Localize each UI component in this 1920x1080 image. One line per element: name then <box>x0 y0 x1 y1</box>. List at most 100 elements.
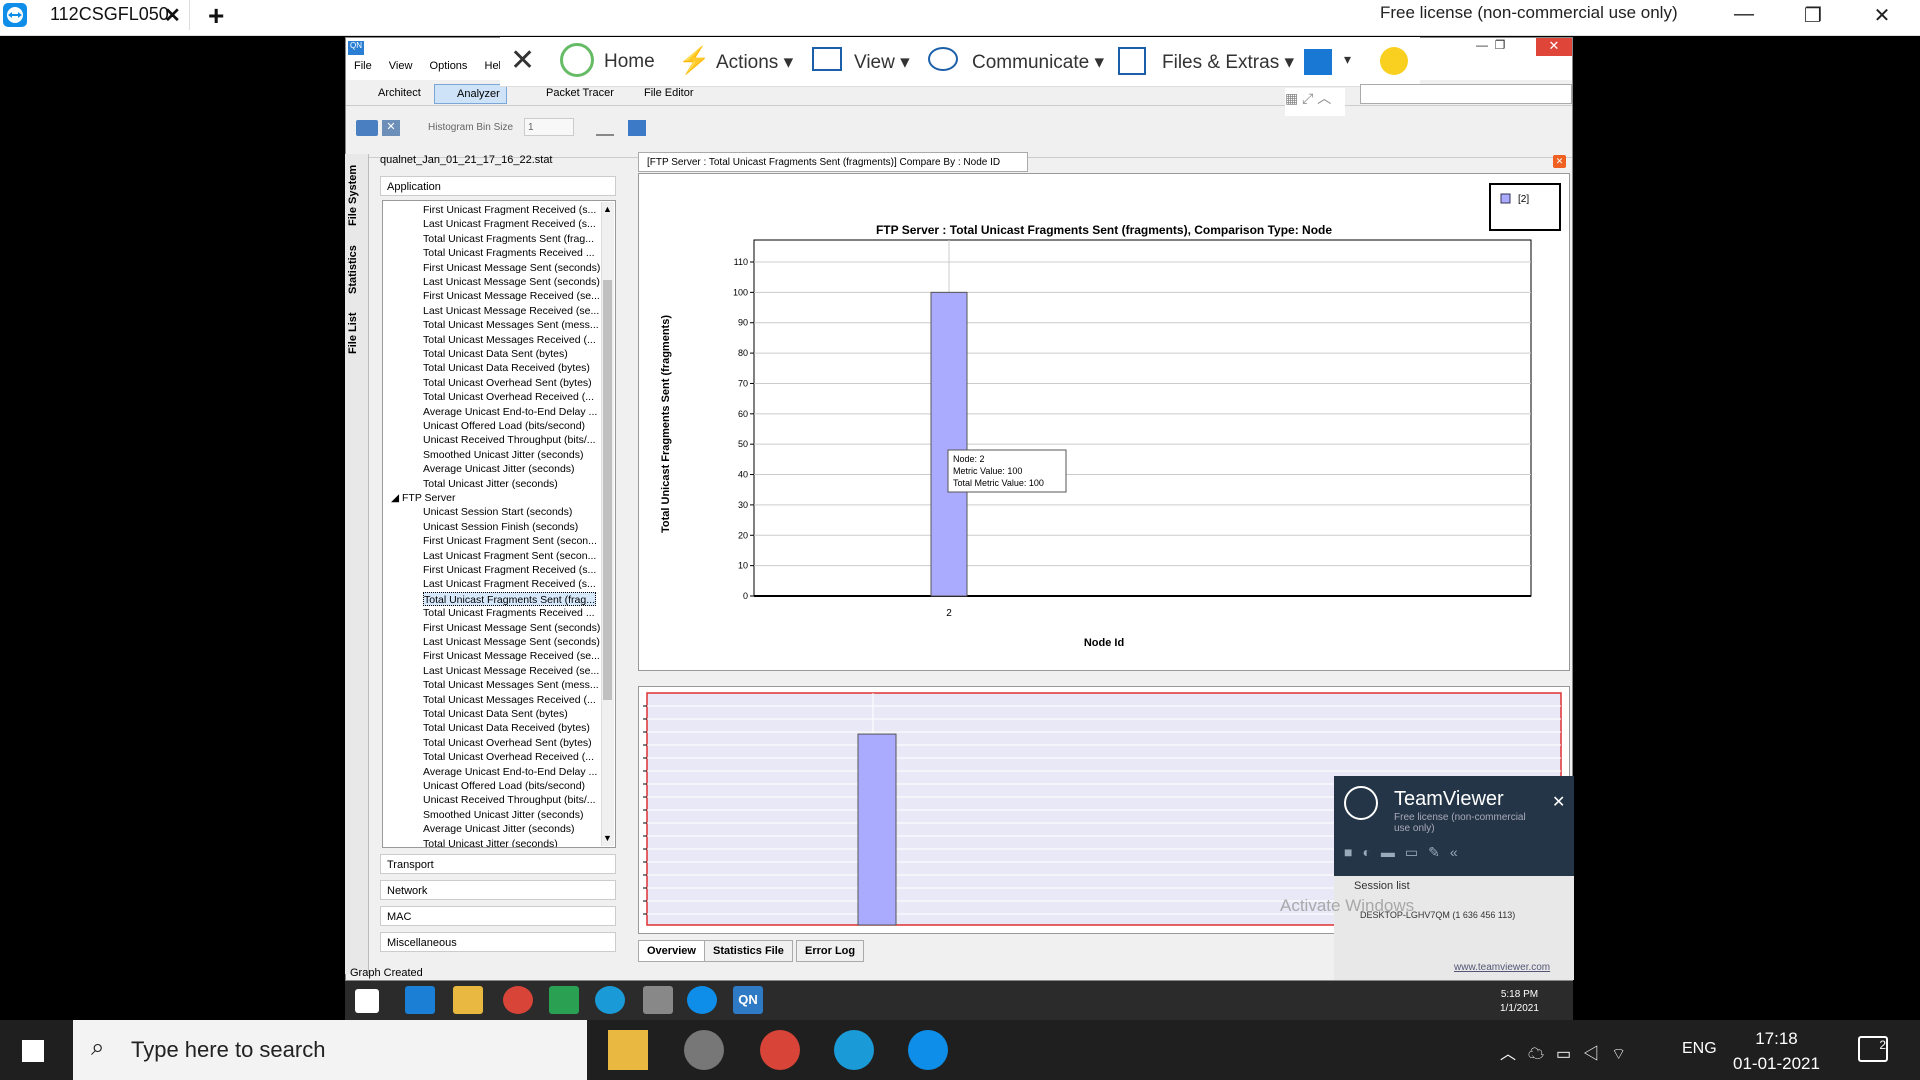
session-list-label[interactable]: Session list <box>1354 880 1410 892</box>
minimize-icon[interactable]: — <box>1734 3 1754 25</box>
plus-icon[interactable]: + <box>208 0 225 31</box>
ie-icon[interactable] <box>405 986 435 1014</box>
actions-button[interactable]: Actions ▾ <box>716 52 794 73</box>
smiley-icon[interactable] <box>1380 47 1408 75</box>
close-chart-icon[interactable]: ✕ <box>1553 155 1566 168</box>
scrollbar-thumb[interactable] <box>603 280 612 700</box>
scroll-down-icon[interactable]: ▼ <box>603 833 612 843</box>
language-indicator[interactable]: ENG <box>1682 1040 1717 1057</box>
file-explorer-icon[interactable] <box>608 1030 648 1070</box>
tree-item[interactable]: Unicast Offered Load (bits/second) <box>423 420 586 432</box>
tree-item[interactable]: Unicast Session Finish (seconds) <box>423 520 579 533</box>
tree-item[interactable]: Total Unicast Data Received (bytes) <box>423 722 590 735</box>
restore-icon[interactable]: ❐ <box>1804 5 1822 27</box>
tree-item[interactable]: Unicast Offered Load (bits/second) <box>423 780 586 792</box>
tree-item[interactable]: Total Unicast Messages Sent (mess... <box>423 319 599 332</box>
scroll-up-icon[interactable]: ▲ <box>603 204 612 214</box>
tree-item[interactable]: First Unicast Message Sent (seconds) <box>423 621 601 634</box>
qualnet-minmax-icon[interactable]: — ❐ <box>1476 38 1506 52</box>
tree-item[interactable]: Total Unicast Messages Received (... <box>423 333 596 346</box>
chart-tab[interactable]: [FTP Server : Total Unicast Fragments Se… <box>638 152 1028 172</box>
chrome-icon[interactable] <box>503 986 533 1014</box>
snip-tool-icon[interactable] <box>684 1030 724 1070</box>
close-file-icon[interactable]: ✕ <box>382 120 400 136</box>
category-miscellaneous[interactable]: Miscellaneous <box>380 932 616 952</box>
tree-item[interactable]: Total Unicast Data Sent (bytes) <box>423 708 568 720</box>
teamviewer-app-icon[interactable] <box>908 1030 948 1070</box>
tree-item[interactable]: Unicast Session Start (seconds) <box>423 506 573 519</box>
tree-item[interactable]: Average Unicast Jitter (seconds) <box>423 823 575 836</box>
toolbar-collapse-icon[interactable]: ▦ ⤢ ︿ <box>1285 88 1345 116</box>
tree-item[interactable]: Smoothed Unicast Jitter (seconds) <box>423 448 584 461</box>
tree-item[interactable]: First Unicast Message Sent (seconds) <box>423 261 601 274</box>
chart-icon[interactable] <box>596 120 614 136</box>
tree-item[interactable]: Total Unicast Overhead Received (... <box>423 391 594 404</box>
tab-session[interactable]: 112CSGFL050 <box>36 0 190 30</box>
tree-group-ftp-server[interactable]: ◢ FTP Server <box>391 492 456 504</box>
tree-item[interactable]: First Unicast Fragment Received (s... <box>423 564 597 576</box>
tab-overview[interactable]: Overview <box>638 940 705 962</box>
tree-item[interactable]: Total Unicast Fragments Sent (frag... <box>423 232 594 245</box>
tab-file-system[interactable]: File System <box>347 164 359 226</box>
close-icon[interactable]: ✕ <box>164 5 181 27</box>
menu-options[interactable]: Options <box>429 60 468 72</box>
files-extras-button[interactable]: Files & Extras ▾ <box>1162 52 1295 73</box>
tv-url-link[interactable]: www.teamviewer.com <box>1454 962 1551 973</box>
tree-item[interactable]: Last Unicast Message Sent (seconds) <box>423 636 600 648</box>
home-button[interactable]: Home <box>604 51 655 72</box>
tree-item[interactable]: First Unicast Fragment Received (s... <box>423 204 597 216</box>
qualnet-taskbar-icon[interactable]: QN <box>733 986 763 1014</box>
communicate-button[interactable]: Communicate ▾ <box>972 52 1105 73</box>
tree-item[interactable]: Total Unicast Overhead Sent (bytes) <box>423 736 592 749</box>
tree-item[interactable]: Total Unicast Fragments Received ... <box>423 247 595 260</box>
snip-icon[interactable] <box>643 986 673 1014</box>
tree-item[interactable]: Total Unicast Fragments Received ... <box>423 607 595 620</box>
export-chart-icon[interactable] <box>628 120 646 136</box>
tree-item[interactable]: First Unicast Message Received (se... <box>423 650 600 663</box>
tree-item[interactable]: First Unicast Fragment Sent (secon... <box>423 535 597 548</box>
tree-item[interactable]: Last Unicast Fragment Received (s... <box>423 578 596 591</box>
category-transport[interactable]: Transport <box>380 854 616 874</box>
tree-item[interactable]: Last Unicast Message Received (se... <box>423 664 600 677</box>
edge-browser-icon[interactable] <box>834 1030 874 1070</box>
view-button[interactable]: View ▾ <box>854 52 910 73</box>
tree-item[interactable]: Total Unicast Messages Received (... <box>423 693 596 706</box>
tree-item[interactable]: Last Unicast Fragment Sent (secon... <box>423 549 597 562</box>
tree-item[interactable]: Last Unicast Fragment Received (s... <box>423 218 596 231</box>
edge-icon[interactable] <box>595 986 625 1014</box>
tree-item[interactable]: Unicast Received Throughput (bits/... <box>423 794 596 807</box>
tab-statistics-file[interactable]: Statistics File <box>704 940 793 962</box>
mode-file-editor[interactable]: File Editor <box>622 84 700 104</box>
windows-icon[interactable] <box>1304 49 1332 75</box>
category-network[interactable]: Network <box>380 880 616 900</box>
tree-item[interactable]: Last Unicast Message Received (se... <box>423 304 600 317</box>
chevron-down-icon[interactable]: ▾ <box>1344 51 1352 67</box>
tree-item[interactable]: Total Unicast Fragments Sent (frag... <box>423 591 596 606</box>
tree-item[interactable]: Last Unicast Message Sent (seconds) <box>423 276 600 288</box>
tree-item[interactable]: Total Unicast Jitter (seconds) <box>423 477 558 490</box>
tree-item[interactable]: Total Unicast Data Sent (bytes) <box>423 348 568 360</box>
tab-statistics[interactable]: Statistics <box>347 245 359 294</box>
notification-icon[interactable]: 2 <box>1858 1036 1888 1062</box>
tree-item[interactable]: Unicast Received Throughput (bits/... <box>423 434 596 447</box>
mode-packet-tracer[interactable]: Packet Tracer <box>524 84 620 104</box>
tree-item[interactable]: Total Unicast Jitter (seconds) <box>423 837 558 848</box>
tree-item[interactable]: Total Unicast Overhead Sent (bytes) <box>423 376 592 389</box>
system-tray-icons[interactable]: ︿☁▭◁⌔ <box>1500 1046 1639 1063</box>
search-box[interactable]: ⌕ Type here to search <box>73 1020 587 1080</box>
teamviewer-taskbar-icon[interactable] <box>687 986 717 1014</box>
tab-error-log[interactable]: Error Log <box>796 940 865 962</box>
store-icon[interactable] <box>549 986 579 1014</box>
clock[interactable]: 17:18 01-01-2021 <box>1733 1026 1820 1076</box>
session-entry[interactable]: DESKTOP-LGHV7QM (1 636 456 113) <box>1360 910 1516 920</box>
close-icon[interactable]: ✕ <box>1552 794 1566 811</box>
tree-item[interactable]: Smoothed Unicast Jitter (seconds) <box>423 808 584 821</box>
explorer-icon[interactable] <box>453 986 483 1014</box>
tv-action-icons[interactable]: ■◐▬▭✎« <box>1344 844 1468 860</box>
mode-analyzer[interactable]: Analyzer <box>434 84 507 104</box>
home-icon[interactable] <box>560 43 594 77</box>
menu-view[interactable]: View <box>388 60 413 72</box>
histogram-input[interactable]: 1 <box>524 118 574 136</box>
mode-architect[interactable]: Architect <box>356 84 427 104</box>
category-mac[interactable]: MAC <box>380 906 616 926</box>
